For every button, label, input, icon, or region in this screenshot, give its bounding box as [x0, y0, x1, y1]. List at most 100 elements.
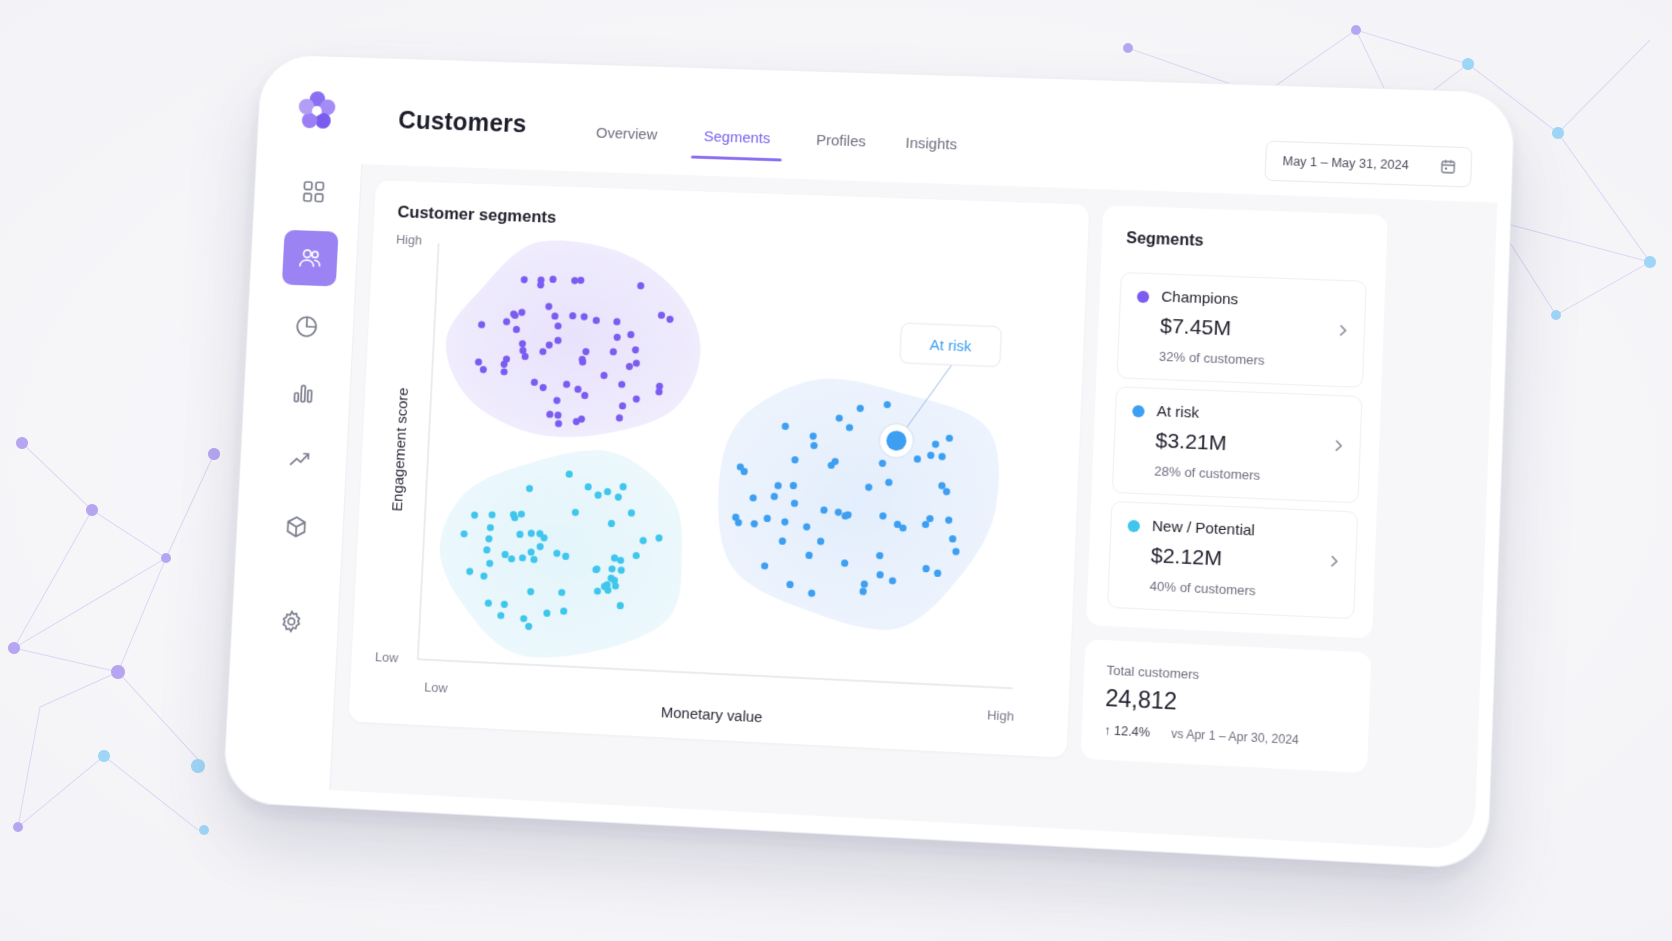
segments-panel-title: Segments	[1125, 230, 1204, 250]
segment-name: New / Potential	[1151, 517, 1256, 540]
data-point	[617, 566, 625, 574]
segment-share: 28% of customers	[1153, 463, 1261, 483]
trend-line-icon	[287, 447, 313, 474]
segments-panel: Segments Champions $7.45M 32% of custome…	[1086, 205, 1388, 639]
segment-card-at-risk[interactable]: At risk $3.21M 28% of customers	[1111, 386, 1363, 504]
sidebar-item-products[interactable]	[268, 498, 325, 556]
data-point	[926, 514, 934, 523]
total-customers-delta: ↑ 12.4%	[1103, 723, 1151, 740]
data-point	[625, 362, 634, 371]
segment-color-dot	[1127, 519, 1141, 533]
data-point	[938, 452, 946, 461]
data-point	[810, 441, 818, 450]
data-point	[616, 556, 625, 565]
data-point	[885, 478, 893, 487]
data-point	[750, 519, 759, 528]
data-point	[860, 580, 869, 588]
highlighted-point	[885, 430, 906, 451]
users-icon	[297, 245, 323, 271]
chevron-right-icon	[1326, 554, 1341, 569]
data-point	[561, 552, 570, 560]
data-point	[593, 587, 602, 595]
data-point	[841, 512, 849, 520]
sidebar-item-analytics[interactable]	[275, 365, 332, 422]
data-point	[607, 574, 615, 582]
chevron-right-icon	[1331, 438, 1346, 453]
sidebar-item-dashboard[interactable]	[285, 164, 342, 220]
data-point	[603, 580, 611, 589]
data-point	[740, 467, 748, 476]
segment-value: $3.21M	[1155, 429, 1228, 456]
data-point	[593, 565, 601, 573]
data-point	[618, 402, 627, 410]
data-point	[666, 315, 674, 323]
gear-icon	[278, 608, 304, 635]
date-range-picker[interactable]: May 1 – May 31, 2024	[1264, 140, 1473, 188]
data-point	[655, 388, 663, 396]
data-point	[789, 481, 798, 490]
data-point	[608, 565, 616, 573]
data-point	[594, 491, 602, 499]
tab-segments[interactable]: Segments	[703, 128, 770, 161]
data-point	[763, 514, 771, 523]
data-point	[931, 440, 940, 448]
total-customers-comparison: vs Apr 1 – Apr 30, 2024	[1170, 726, 1300, 748]
data-point	[840, 559, 849, 567]
data-point	[942, 487, 951, 496]
data-point	[519, 614, 528, 623]
sidebar	[236, 67, 368, 791]
total-customers-label: Total customers	[1106, 662, 1200, 683]
segment-value: $2.12M	[1150, 544, 1223, 571]
segment-card-champions[interactable]: Champions $7.45M 32% of customers	[1116, 271, 1367, 388]
data-point	[604, 586, 612, 594]
data-point	[888, 576, 897, 585]
data-point	[803, 523, 811, 531]
data-point	[736, 463, 745, 471]
cube-icon	[283, 513, 309, 540]
cluster-region	[434, 443, 687, 665]
data-point	[770, 492, 779, 501]
dashboard-grid-icon	[300, 179, 326, 205]
data-point	[864, 483, 872, 491]
data-point	[927, 451, 935, 460]
data-point	[639, 536, 647, 545]
tab-insights[interactable]: Insights	[905, 134, 958, 154]
sidebar-item-customers[interactable]	[281, 229, 339, 287]
data-point	[632, 395, 641, 403]
segment-card-new-potential[interactable]: New / Potential $2.12M 40% of customers	[1107, 500, 1359, 620]
sidebar-item-reports[interactable]	[278, 298, 335, 355]
tab-overview[interactable]: Overview	[595, 124, 658, 144]
data-point	[584, 483, 592, 491]
tablet-device-frame: Customers Overview Segments Profiles Ins…	[221, 53, 1516, 870]
header: Customers Overview Segments Profiles Ins…	[361, 70, 1501, 203]
data-point	[875, 551, 884, 560]
data-point	[781, 422, 790, 431]
data-point	[734, 518, 743, 527]
page-title: Customers	[397, 106, 528, 139]
data-point	[558, 588, 566, 597]
tab-profiles[interactable]: Profiles	[815, 131, 867, 151]
y-axis-label: Engagement score	[390, 387, 412, 512]
data-point	[859, 587, 867, 596]
data-point	[616, 601, 624, 610]
customer-segments-card: High Low Low High Monetary value Engagement s…	[348, 180, 1090, 758]
data-point	[899, 524, 907, 532]
data-point	[807, 589, 815, 597]
data-point	[817, 537, 825, 545]
data-point	[618, 380, 626, 389]
segment-color-dot	[1136, 290, 1150, 304]
calendar-icon	[1440, 158, 1457, 175]
data-point	[610, 554, 619, 562]
data-point	[879, 512, 887, 520]
data-point	[543, 609, 551, 617]
data-point	[631, 346, 640, 354]
y-tick-label: Low	[375, 649, 400, 665]
x-axis-line	[418, 659, 1013, 688]
data-point	[774, 481, 782, 490]
sidebar-item-settings[interactable]	[263, 593, 320, 651]
data-point	[632, 551, 640, 560]
app-logo-icon	[298, 91, 336, 129]
data-point	[921, 520, 930, 529]
sidebar-item-trends[interactable]	[271, 431, 328, 488]
bar-chart-icon	[290, 380, 316, 407]
